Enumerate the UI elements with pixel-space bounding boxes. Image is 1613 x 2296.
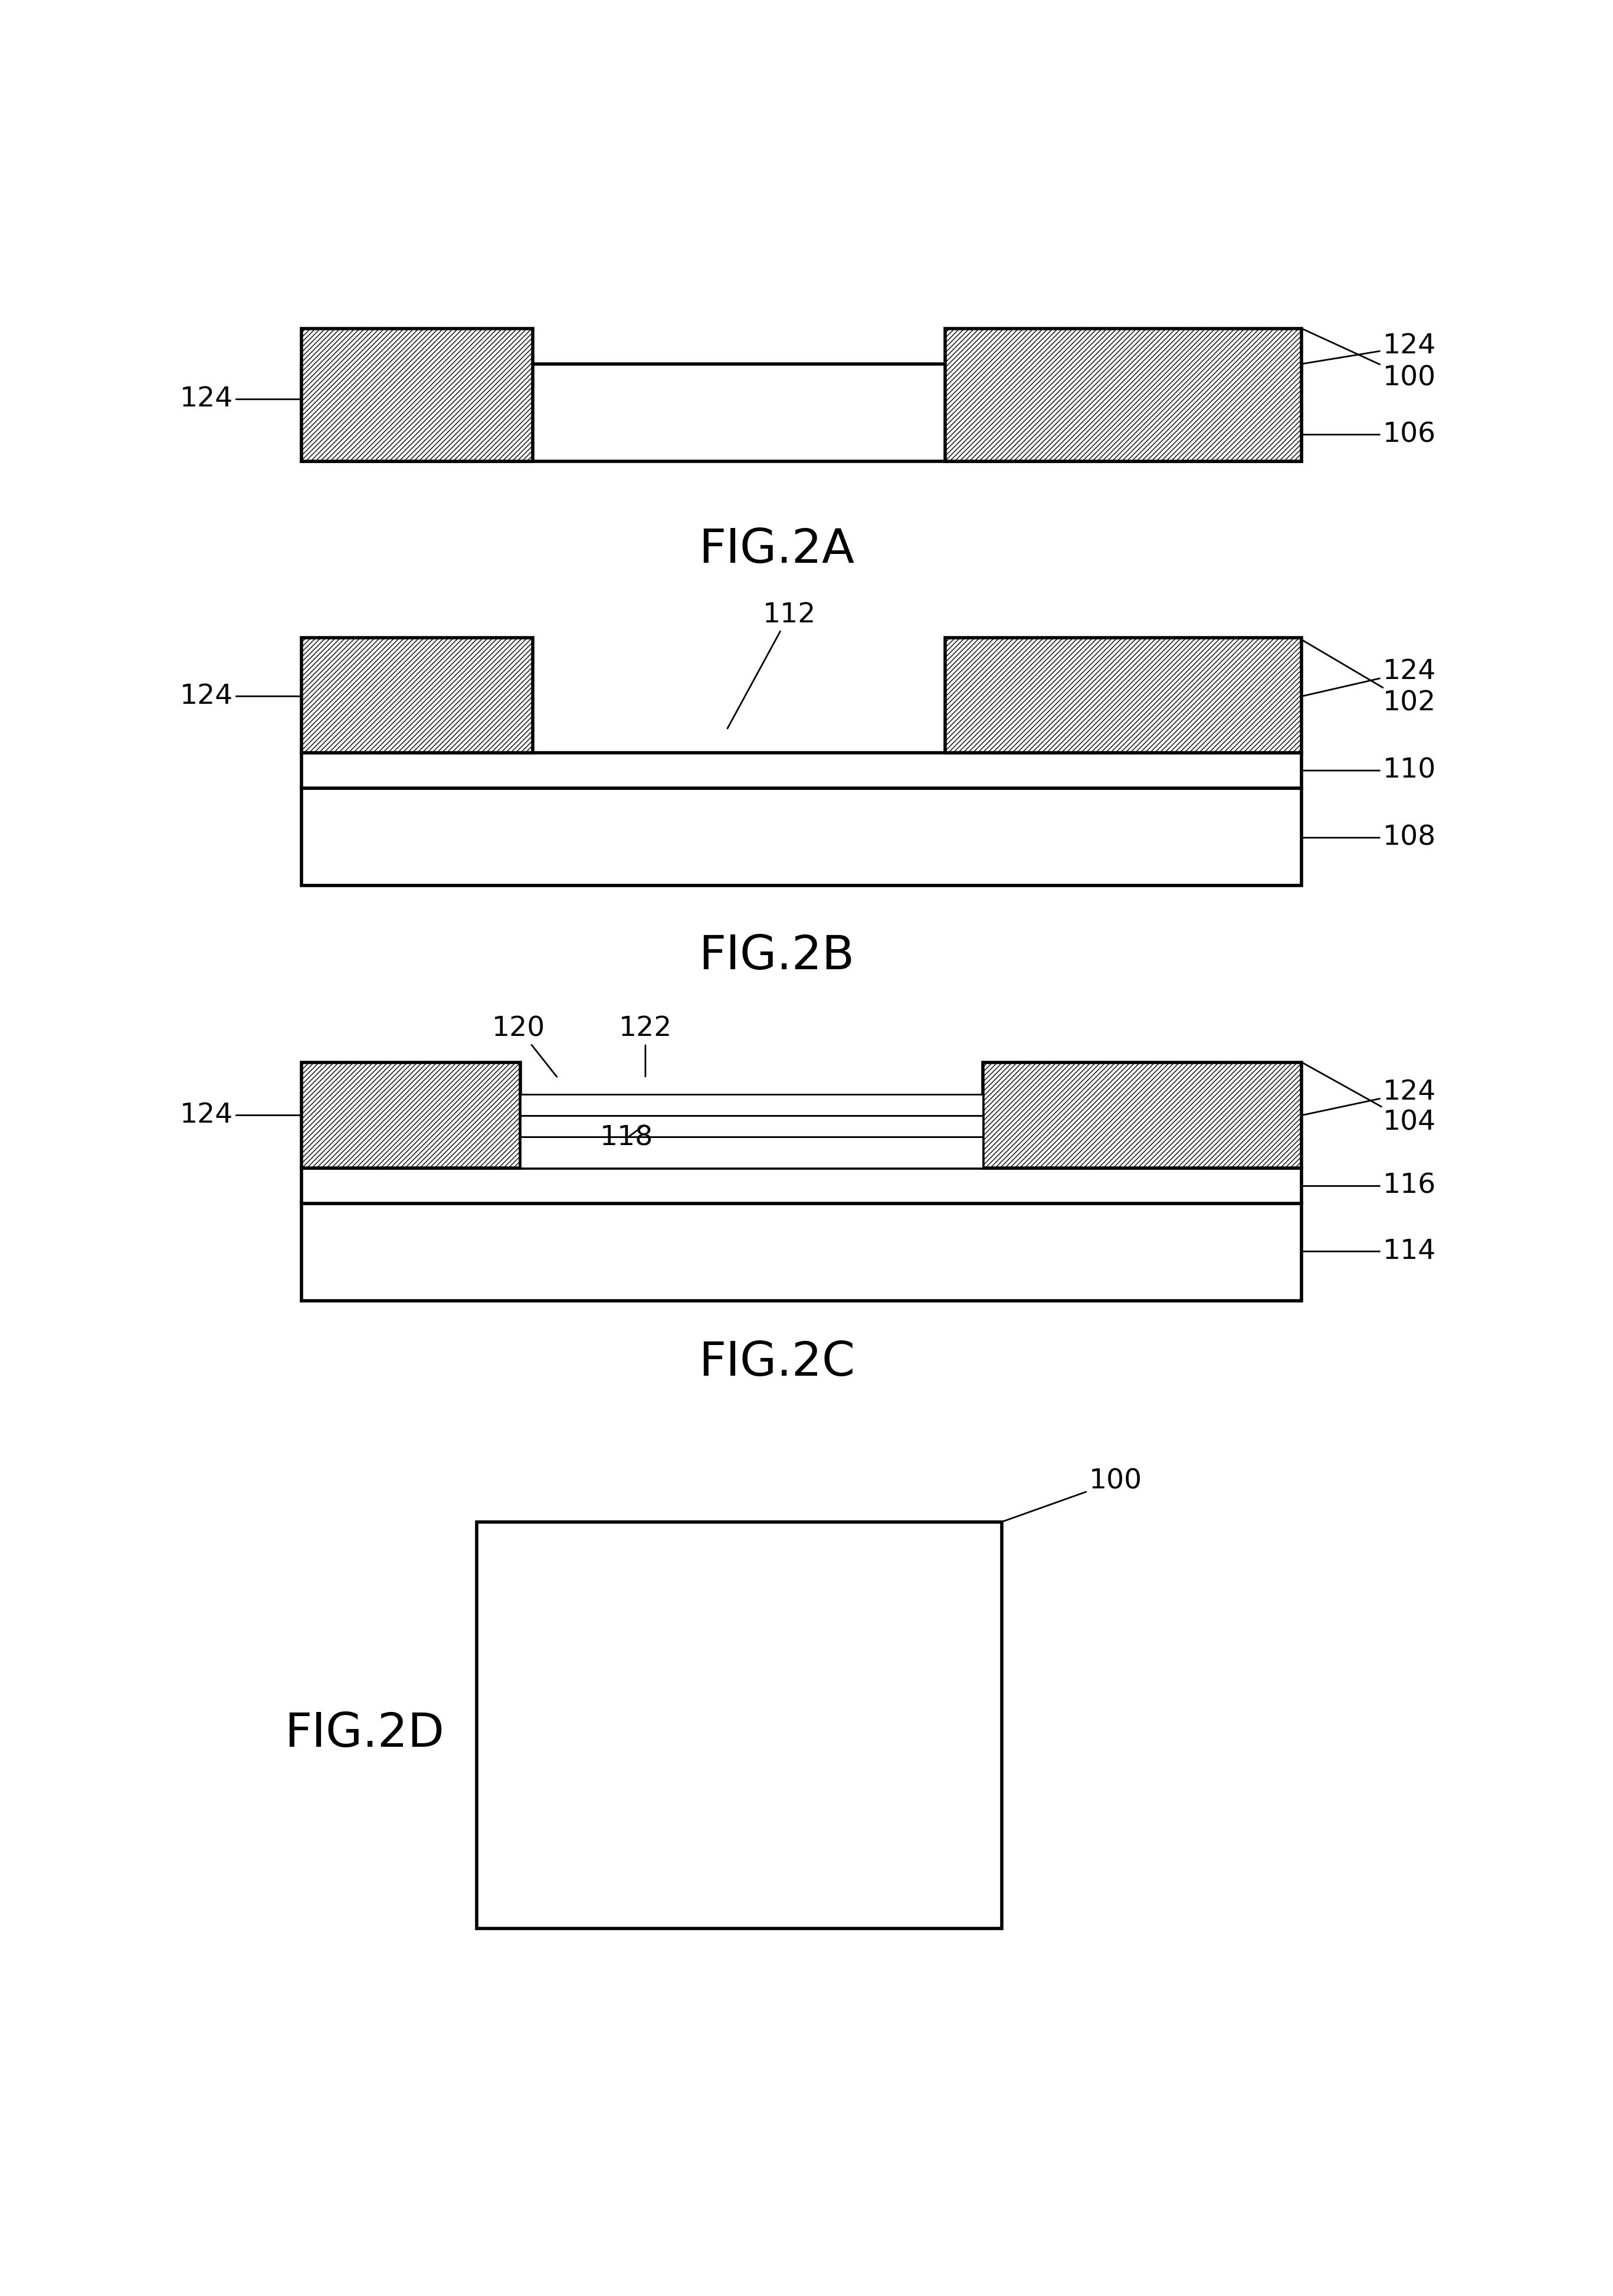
Text: 104: 104 bbox=[1303, 1063, 1436, 1137]
Bar bbox=[477, 1522, 1002, 1929]
Text: 100: 100 bbox=[1003, 1467, 1142, 1522]
Bar bbox=[521, 1137, 982, 1169]
Text: 124: 124 bbox=[1303, 1079, 1436, 1116]
Bar bbox=[302, 1203, 1302, 1302]
Text: 100: 100 bbox=[1303, 328, 1436, 390]
Bar bbox=[302, 328, 532, 461]
Bar bbox=[945, 328, 1302, 461]
Bar bbox=[982, 1063, 1302, 1169]
Text: 124: 124 bbox=[179, 386, 300, 413]
Bar bbox=[945, 638, 1302, 753]
Text: 108: 108 bbox=[1303, 824, 1436, 852]
Bar bbox=[302, 1063, 521, 1169]
Text: FIG.2B: FIG.2B bbox=[698, 932, 855, 978]
Text: 110: 110 bbox=[1303, 758, 1436, 783]
Bar bbox=[302, 788, 1302, 886]
Bar bbox=[302, 363, 1302, 461]
Bar bbox=[945, 638, 1302, 753]
Text: FIG.2A: FIG.2A bbox=[698, 526, 855, 572]
Text: 112: 112 bbox=[727, 602, 816, 728]
Bar bbox=[302, 638, 532, 753]
Text: FIG.2D: FIG.2D bbox=[284, 1711, 444, 1756]
Text: 102: 102 bbox=[1303, 641, 1436, 716]
Text: 124: 124 bbox=[179, 1102, 300, 1130]
Bar bbox=[302, 753, 1302, 788]
Bar bbox=[521, 1116, 982, 1137]
Text: 114: 114 bbox=[1303, 1238, 1436, 1265]
Bar bbox=[521, 1095, 982, 1116]
Bar bbox=[982, 1063, 1302, 1169]
Bar bbox=[302, 638, 532, 753]
Text: 122: 122 bbox=[619, 1015, 673, 1077]
Text: 124: 124 bbox=[179, 682, 300, 709]
Text: 106: 106 bbox=[1303, 422, 1436, 448]
Bar bbox=[945, 328, 1302, 461]
Bar bbox=[302, 328, 532, 461]
Bar bbox=[302, 1063, 521, 1169]
Text: 120: 120 bbox=[492, 1015, 556, 1077]
Text: 116: 116 bbox=[1303, 1173, 1436, 1199]
Text: FIG.2C: FIG.2C bbox=[698, 1341, 855, 1387]
Text: 118: 118 bbox=[600, 1125, 653, 1153]
Bar bbox=[302, 1169, 1302, 1203]
Text: 124: 124 bbox=[1303, 333, 1436, 363]
Text: 124: 124 bbox=[1303, 659, 1436, 696]
